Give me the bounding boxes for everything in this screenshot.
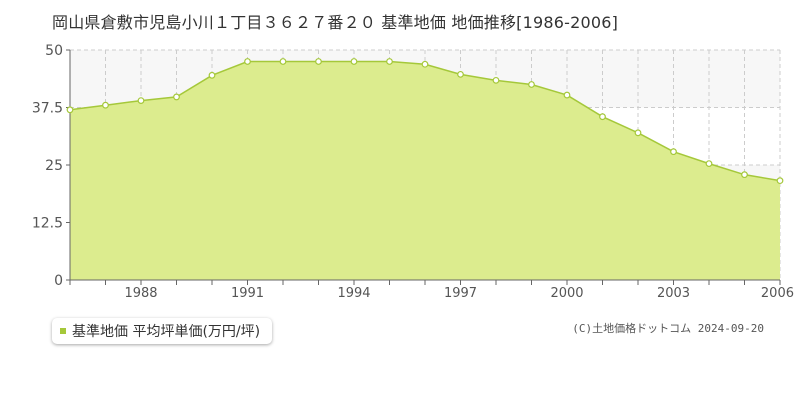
data-point (421, 60, 429, 68)
data-point (741, 171, 748, 179)
x-tick-label: 1997 (444, 286, 477, 301)
data-point (528, 81, 535, 88)
x-tick-label: 1991 (231, 286, 264, 301)
x-tick-label: 1988 (124, 286, 157, 301)
data-point (492, 76, 500, 84)
data-point (137, 97, 145, 104)
data-point (599, 113, 606, 121)
legend-swatch (60, 328, 66, 334)
y-tick-label: 37.5 (32, 101, 63, 117)
data-point (102, 101, 109, 109)
y-tick-label: 12.5 (32, 216, 63, 232)
data-point (386, 58, 393, 65)
copyright-text: (C)土地価格ドットコム 2024-09-20 (572, 322, 764, 335)
x-tick-label: 2006 (761, 286, 794, 301)
data-point (173, 93, 180, 101)
legend: 基準地価 平均坪単価(万円/坪) (52, 318, 273, 344)
data-point (244, 58, 251, 65)
y-tick-label: 25 (45, 158, 63, 174)
data-point (208, 71, 216, 79)
data-point (66, 106, 74, 114)
data-point (350, 58, 358, 65)
y-tick-label: 50 (45, 43, 63, 59)
data-point (705, 160, 713, 168)
x-tick-label: 2000 (550, 286, 583, 301)
data-point (457, 70, 464, 78)
data-point (670, 148, 677, 156)
data-points (66, 58, 784, 185)
axes (66, 49, 781, 285)
data-point (315, 58, 322, 65)
y-tick-label: 0 (54, 273, 63, 289)
x-tick-label: 1994 (337, 286, 370, 301)
legend-label: 基準地価 平均坪単価(万円/坪) (72, 324, 261, 340)
x-tick-label: 2003 (657, 286, 690, 301)
data-point (776, 177, 784, 185)
data-point (563, 91, 571, 99)
data-point (634, 129, 642, 137)
tick-labels: 0 12.5 25 37.5 50 1988 1991 1994 1997 2000 2003 200… (32, 43, 794, 301)
data-point (279, 58, 287, 65)
chart-title: 岡山県倉敷市児島小川１丁目３６２７番２０ 基準地価 地価推移[1986-2006… (52, 13, 619, 32)
series-area-fill (70, 61, 780, 280)
